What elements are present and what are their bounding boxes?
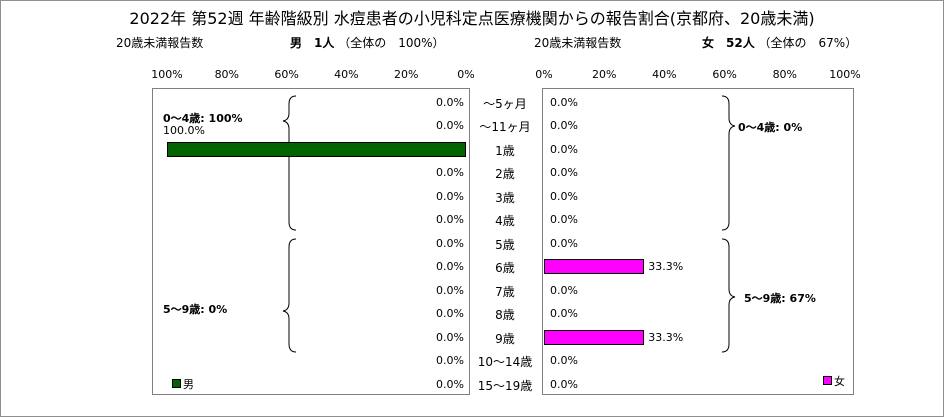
female-count: 女 52人 bbox=[702, 36, 755, 50]
male-legend-swatch bbox=[172, 379, 181, 388]
male-summary: 男 1人 （全体の 100%） bbox=[290, 34, 445, 51]
category-label: 8歳 bbox=[495, 308, 515, 323]
female-bar-value-label: 0.0% bbox=[550, 377, 578, 391]
category-label: 5歳 bbox=[495, 237, 515, 252]
male-group-0-4-label: 0～4歳: 100% bbox=[163, 112, 243, 125]
male-bar-value-label: 0.0% bbox=[436, 213, 464, 227]
category-label: ～5ヶ月 bbox=[483, 96, 527, 111]
male-group-5-9-label: 5～9歳: 0% bbox=[163, 303, 228, 316]
male-count: 男 1人 bbox=[290, 36, 335, 50]
female-axis-tick: 20% bbox=[591, 68, 617, 81]
category-label: 15～19歳 bbox=[477, 378, 533, 393]
category-label: 6歳 bbox=[495, 261, 515, 276]
female-bar-value-label: 0.0% bbox=[550, 142, 578, 156]
male-bar-value-label: 0.0% bbox=[436, 236, 464, 250]
male-bar-value-label: 0.0% bbox=[436, 119, 464, 133]
category-label: 1歳 bbox=[495, 143, 515, 158]
male-bar-value-label: 0.0% bbox=[436, 260, 464, 274]
male-bar-value-label: 0.0% bbox=[436, 166, 464, 180]
male-axis-tick: 20% bbox=[393, 68, 419, 81]
female-bar-value-label: 0.0% bbox=[550, 236, 578, 250]
female-brace-5-9 bbox=[721, 238, 736, 353]
female-brace-0-4 bbox=[721, 95, 736, 231]
category-label: 4歳 bbox=[495, 214, 515, 229]
female-axis-tick: 100% bbox=[829, 68, 861, 81]
male-bar-value-label: 0.0% bbox=[436, 95, 464, 109]
female-header-label: 20歳未満報告数 bbox=[534, 36, 622, 50]
category-label: 10～14歳 bbox=[477, 355, 533, 370]
category-label: 3歳 bbox=[495, 190, 515, 205]
female-axis-tick: 80% bbox=[772, 68, 798, 81]
female-bar-value-label: 0.0% bbox=[550, 166, 578, 180]
category-label: 9歳 bbox=[495, 331, 515, 346]
male-axis-tick: 40% bbox=[334, 68, 359, 81]
female-bar-value-label: 33.3% bbox=[648, 260, 684, 274]
female-legend: 女 bbox=[823, 373, 845, 389]
female-axis-tick: 0% bbox=[535, 68, 553, 81]
male-bar-value-label: 0.0% bbox=[436, 354, 464, 368]
male-brace-5-9 bbox=[282, 238, 297, 353]
male-axis-tick: 80% bbox=[214, 68, 240, 81]
female-bar bbox=[544, 329, 645, 345]
female-summary: 女 52人 （全体の 67%） bbox=[702, 34, 857, 51]
male-bar-value-label: 0.0% bbox=[436, 283, 464, 297]
category-label: 2歳 bbox=[495, 167, 515, 182]
male-bar-value-label: 0.0% bbox=[436, 330, 464, 344]
female-group-0-4-label: 0～4歳: 0% bbox=[738, 121, 803, 134]
female-bar-value-label: 0.0% bbox=[550, 283, 578, 297]
male-header-label: 20歳未満報告数 bbox=[116, 36, 204, 50]
male-bar-value-label: 0.0% bbox=[436, 307, 464, 321]
female-legend-swatch bbox=[823, 376, 832, 385]
male-brace-0-4 bbox=[282, 95, 297, 231]
female-bar-value-label: 0.0% bbox=[550, 95, 578, 109]
male-legend-label: 男 bbox=[183, 378, 194, 391]
female-bar-value-label: 33.3% bbox=[648, 330, 684, 344]
category-label: 7歳 bbox=[495, 284, 515, 299]
male-legend: 男 bbox=[172, 376, 194, 392]
category-label: ～11ヶ月 bbox=[479, 120, 531, 135]
male-axis-tick: 0% bbox=[457, 68, 475, 81]
female-bar-value-label: 0.0% bbox=[550, 307, 578, 321]
female-bar bbox=[544, 259, 645, 275]
male-plot-area bbox=[152, 88, 470, 395]
male-bar-value-label: 0.0% bbox=[436, 189, 464, 203]
male-bar-value-label: 0.0% bbox=[436, 377, 464, 391]
female-bar-value-label: 0.0% bbox=[550, 354, 578, 368]
male-share: （全体の 100%） bbox=[338, 36, 445, 50]
female-bar-value-label: 0.0% bbox=[550, 189, 578, 203]
female-axis-tick: 40% bbox=[652, 68, 677, 81]
male-bar bbox=[167, 141, 466, 157]
female-group-5-9-label: 5～9歳: 67% bbox=[744, 292, 816, 305]
female-share: （全体の 67%） bbox=[758, 36, 858, 50]
female-bar-value-label: 0.0% bbox=[550, 119, 578, 133]
female-axis-tick: 60% bbox=[712, 68, 737, 81]
female-legend-label: 女 bbox=[834, 375, 845, 388]
male-axis-tick: 100% bbox=[151, 68, 183, 81]
chart-title: 2022年 第52週 年齢階級別 水痘患者の小児科定点医療機関からの報告割合(京… bbox=[129, 9, 815, 28]
male-bar-value-label: 100.0% bbox=[163, 123, 205, 137]
female-bar-value-label: 0.0% bbox=[550, 213, 578, 227]
male-axis-tick: 60% bbox=[274, 68, 299, 81]
